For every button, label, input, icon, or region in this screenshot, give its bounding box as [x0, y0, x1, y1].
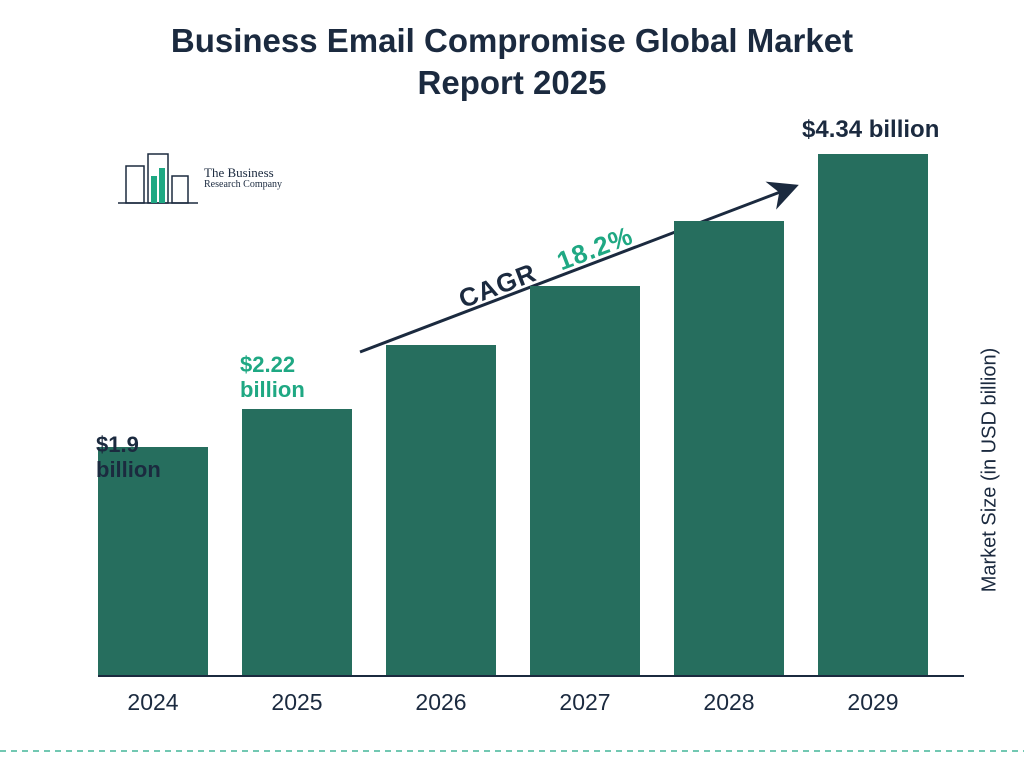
x-tick-2026: 2026 [386, 689, 496, 716]
bar-2027 [530, 286, 640, 675]
bar-plot-area [98, 150, 954, 675]
bar-2025 [242, 409, 352, 675]
x-axis-line [98, 675, 964, 677]
bottom-divider [0, 749, 1024, 753]
value-label-1: $2.22billion [240, 352, 305, 403]
value-label-2: $4.34 billion [802, 116, 939, 144]
chart-title-line1: Business Email Compromise Global Market [0, 22, 1024, 60]
value-label-0: $1.9billion [96, 432, 161, 483]
bar-2026 [386, 345, 496, 675]
bar-2028 [674, 221, 784, 675]
chart-canvas: Business Email Compromise Global Market … [0, 0, 1024, 768]
x-tick-2028: 2028 [674, 689, 784, 716]
x-tick-2025: 2025 [242, 689, 352, 716]
bar-2029 [818, 154, 928, 675]
x-tick-2029: 2029 [818, 689, 928, 716]
x-tick-2027: 2027 [530, 689, 640, 716]
y-axis-label: Market Size (in USD billion) [979, 340, 1002, 600]
chart-title-line2: Report 2025 [0, 64, 1024, 102]
x-tick-2024: 2024 [98, 689, 208, 716]
